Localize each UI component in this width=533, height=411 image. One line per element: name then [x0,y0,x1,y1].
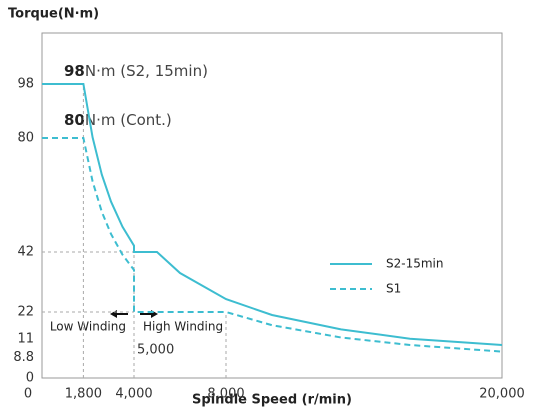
annotation: High Winding [143,320,223,334]
arrow-head [110,310,117,318]
x-axis-title: Spindle Speed (r/min) [192,393,352,408]
annotation: 98N·m (S2, 15min) [64,62,208,80]
annotation: Low Winding [50,320,126,334]
y-tick-label: 98 [17,77,34,92]
annotation: 5,000 [137,343,174,358]
legend-label: S2-15min [386,257,443,271]
x-tick-label: 4,000 [115,387,152,402]
y-tick-label: 11 [17,332,34,347]
series-line [42,83,503,346]
annotation-value: 98 [64,62,85,80]
y-axis-title: Torque(N·m) [8,7,99,22]
y-tick-label: 22 [17,305,34,320]
annotation: 80N·m (Cont.) [64,111,172,129]
annotation-text: N·m (Cont.) [85,111,172,129]
x-tick-label: 0 [24,387,32,402]
series-line [42,137,503,353]
annotation-text: N·m (S2, 15min) [85,62,208,80]
y-tick-label: 0 [26,371,34,386]
plot-frame [41,32,503,379]
y-tick-label: 80 [17,131,34,146]
annotation-value: 80 [64,111,85,129]
x-tick-label: 20,000 [479,387,525,402]
y-tick-label: 42 [17,245,34,260]
y-tick-label: 8.8 [13,350,34,365]
x-tick-label: 1,800 [65,387,102,402]
x-tick-label: 8,000 [207,387,244,402]
legend-label: S1 [386,282,401,296]
